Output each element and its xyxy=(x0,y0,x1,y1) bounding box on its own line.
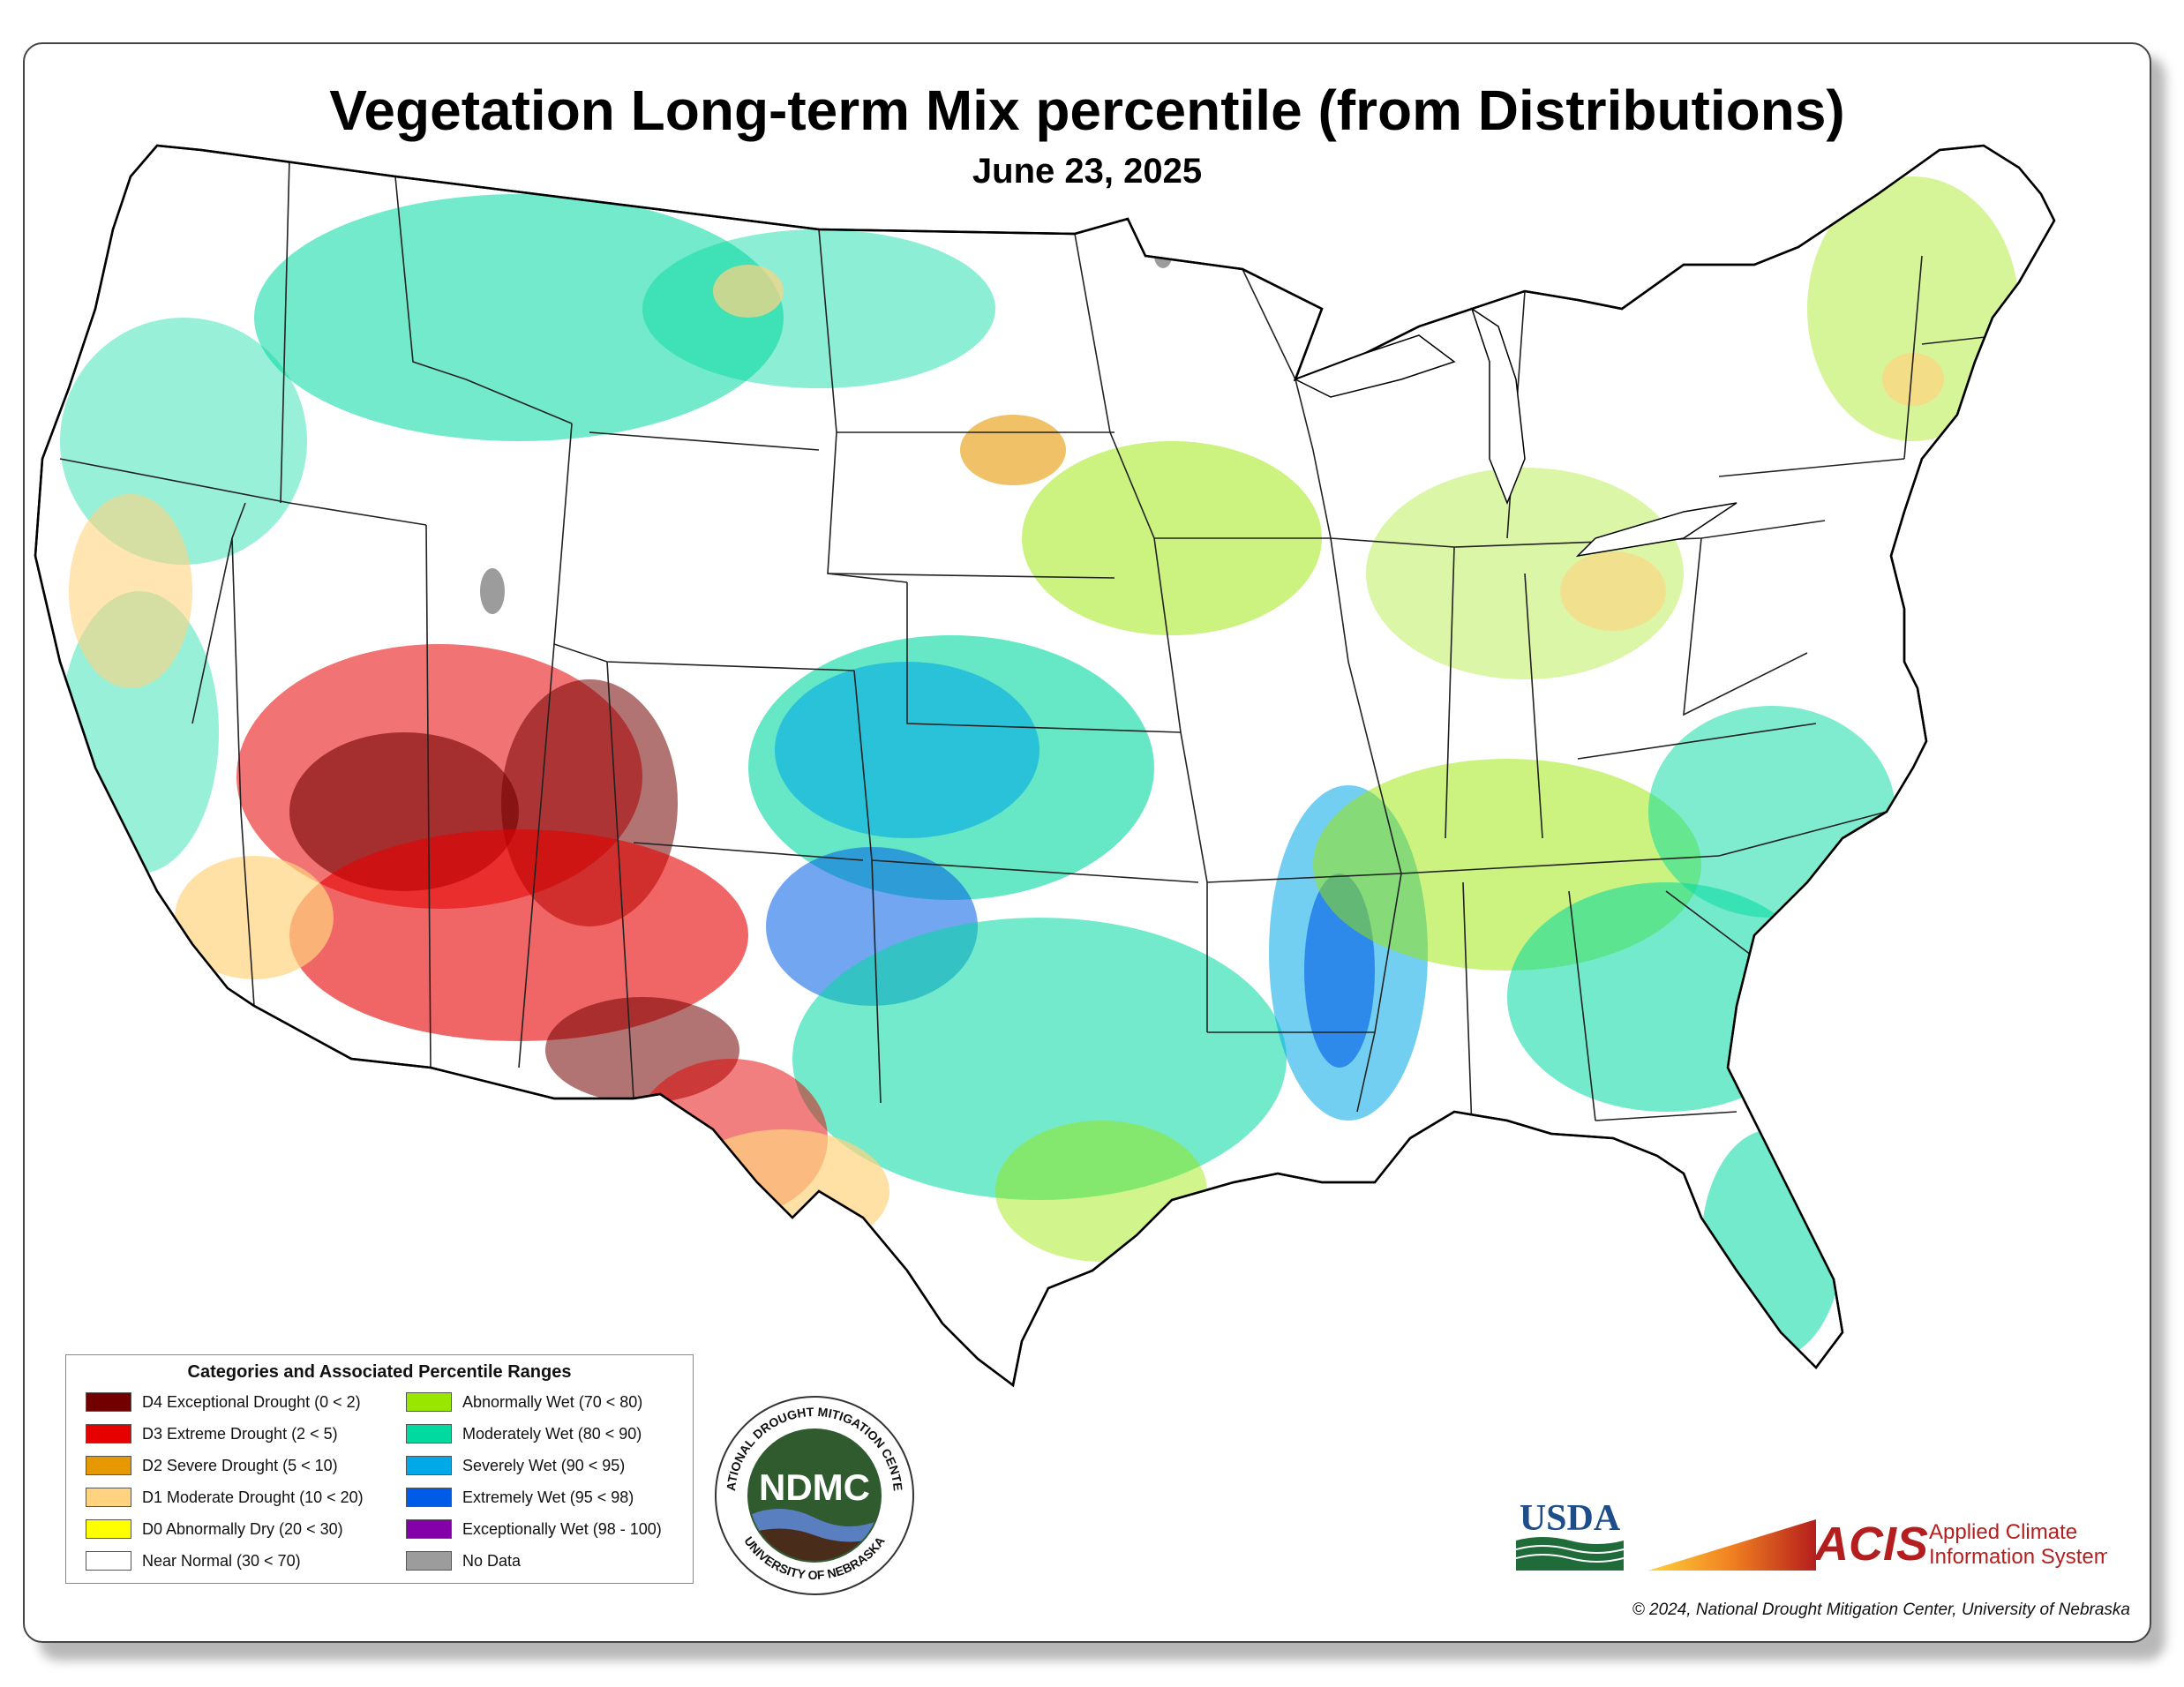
legend-swatch xyxy=(406,1519,452,1539)
legend-swatch xyxy=(406,1456,452,1475)
legend-item-d3: D3 Extreme Drought (2 < 5) xyxy=(86,1422,338,1445)
map-title: Vegetation Long-term Mix percentile (fro… xyxy=(329,79,1845,142)
copyright-text: © 2024, National Drought Mitigation Cent… xyxy=(1632,1601,2130,1619)
acis-logo: ACIS Applied Climate Information System xyxy=(1648,1518,2107,1571)
legend-label: Exceptionally Wet (98 - 100) xyxy=(462,1519,662,1538)
map-date: June 23, 2025 xyxy=(972,152,1203,191)
acis-line2: Information System xyxy=(1929,1545,2107,1569)
legend-item-d4: D4 Exceptional Drought (0 < 2) xyxy=(86,1391,361,1413)
legend-label: Moderately Wet (80 < 90) xyxy=(462,1424,642,1443)
legend-label: Near Normal (30 < 70) xyxy=(142,1551,301,1570)
legend-label: D3 Extreme Drought (2 < 5) xyxy=(142,1424,338,1443)
legend-item-moderately-wet: Moderately Wet (80 < 90) xyxy=(406,1422,642,1445)
legend-item-severely-wet: Severely Wet (90 < 95) xyxy=(406,1454,625,1477)
legend-label: D4 Exceptional Drought (0 < 2) xyxy=(142,1392,361,1411)
usda-text: USDA xyxy=(1520,1498,1621,1539)
legend-swatch xyxy=(406,1392,452,1412)
legend-label: Extremely Wet (95 < 98) xyxy=(462,1488,634,1506)
legend-swatch xyxy=(406,1424,452,1443)
legend-item-extremely-wet: Extremely Wet (95 < 98) xyxy=(406,1486,634,1509)
ndmc-center-text: NDMC xyxy=(759,1466,870,1508)
legend-swatch xyxy=(86,1456,131,1475)
legend-swatch xyxy=(86,1392,131,1412)
legend-swatch xyxy=(86,1424,131,1443)
legend-swatch xyxy=(406,1551,452,1571)
map-frame: Vegetation Long-term Mix percentile (fro… xyxy=(23,42,2151,1643)
legend-label: D2 Severe Drought (5 < 10) xyxy=(142,1456,338,1474)
legend-item-near-normal: Near Normal (30 < 70) xyxy=(86,1549,301,1572)
legend-swatch xyxy=(86,1551,131,1571)
legend-label: Severely Wet (90 < 95) xyxy=(462,1456,626,1474)
legend-label: Abnormally Wet (70 < 80) xyxy=(462,1392,643,1411)
legend-label: D1 Moderate Drought (10 < 20) xyxy=(142,1488,364,1506)
ndmc-logo: NDMC NATIONAL DROUGHT MITIGATION CENTER … xyxy=(713,1394,914,1595)
acis-line1: Applied Climate xyxy=(1929,1520,2077,1544)
acis-text: ACIS xyxy=(1812,1518,1928,1571)
legend-item-abnormally-wet: Abnormally Wet (70 < 80) xyxy=(406,1391,642,1413)
legend: Categories and Associated Percentile Ran… xyxy=(65,1354,694,1584)
legend-item-d1: D1 Moderate Drought (10 < 20) xyxy=(86,1486,364,1509)
legend-swatch xyxy=(86,1519,131,1539)
legend-label: No Data xyxy=(462,1551,522,1570)
legend-item-d0: D0 Abnormally Dry (20 < 30) xyxy=(86,1518,343,1541)
conus-map xyxy=(34,144,2056,1388)
legend-item-d2: D2 Severe Drought (5 < 10) xyxy=(86,1454,338,1477)
usda-logo: USDA xyxy=(1516,1498,1624,1571)
legend-swatch xyxy=(406,1488,452,1507)
legend-title: Categories and Associated Percentile Ran… xyxy=(187,1362,572,1382)
legend-label: D0 Abnormally Dry (20 < 30) xyxy=(142,1519,343,1538)
legend-swatch xyxy=(86,1488,131,1507)
legend-item-no-data: No Data xyxy=(406,1549,521,1572)
legend-item-exceptionally-wet: Exceptionally Wet (98 - 100) xyxy=(406,1518,662,1541)
